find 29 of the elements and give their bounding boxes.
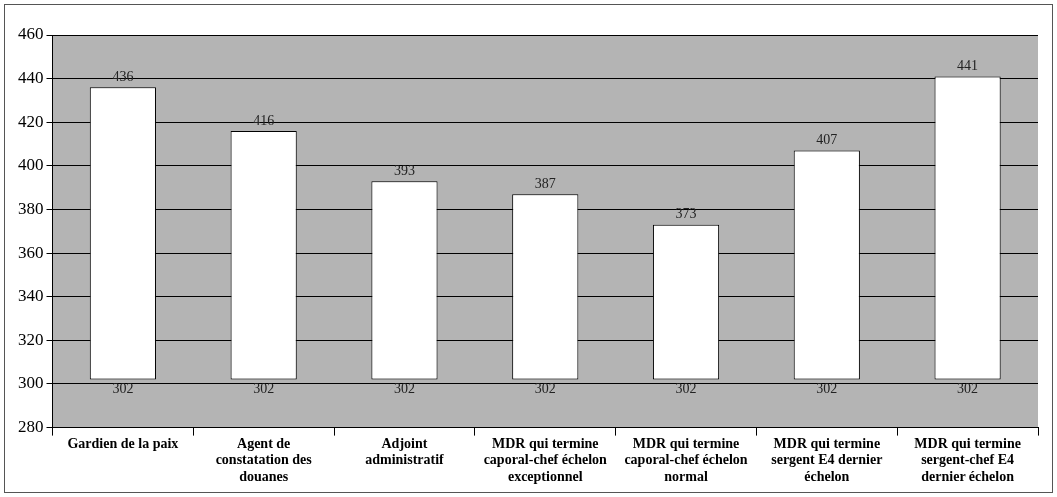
data-label: 393 bbox=[393, 162, 415, 178]
annotation: 302 bbox=[534, 381, 556, 397]
annotation: 302 bbox=[675, 381, 697, 397]
x-tick-label: MDR qui termine sergent E4 dernier échelon bbox=[771, 435, 883, 485]
y-tick-label: 280 bbox=[18, 417, 44, 437]
x-tick-label: Agent de constatation des douanes bbox=[215, 435, 313, 485]
data-label: 373 bbox=[675, 206, 697, 222]
data-label: 387 bbox=[534, 175, 556, 191]
annotation: 302 bbox=[816, 381, 838, 397]
x-tick-label: MDR qui termine sergent-chef E4 dernier échelon bbox=[914, 435, 1021, 485]
annotation: 302 bbox=[112, 381, 134, 397]
y-tick-label: 420 bbox=[18, 111, 44, 131]
x-tick-label: Gardien de la paix bbox=[67, 435, 179, 451]
x-tick-label: Adjoint administratif bbox=[365, 435, 445, 468]
y-tick-label: 460 bbox=[18, 24, 44, 44]
data-label: 441 bbox=[957, 58, 979, 74]
y-tick-label: 340 bbox=[18, 286, 44, 306]
y-tick-label: 380 bbox=[18, 198, 44, 218]
annotation: 302 bbox=[957, 381, 979, 397]
y-tick-label: 440 bbox=[18, 68, 44, 88]
x-tick-label: MDR qui termine caporal-chef échelon normal bbox=[624, 435, 748, 485]
annotation: 302 bbox=[393, 381, 415, 397]
y-tick-label: 300 bbox=[18, 373, 44, 393]
x-tick-label: MDR qui termine caporal-chef échelon exceptionnel bbox=[483, 435, 608, 485]
y-tick-label: 360 bbox=[18, 242, 44, 262]
annotation: 302 bbox=[253, 381, 275, 397]
data-label: 407 bbox=[816, 132, 838, 148]
y-tick-label: 400 bbox=[18, 155, 44, 175]
y-tick-label: 320 bbox=[18, 329, 44, 349]
